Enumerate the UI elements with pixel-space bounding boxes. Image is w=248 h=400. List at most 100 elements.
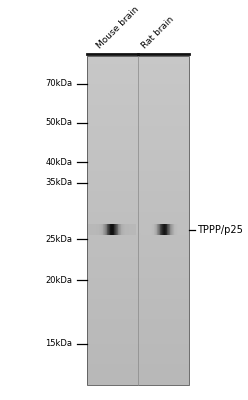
Bar <box>87 56 188 60</box>
Bar <box>99 224 100 235</box>
Bar <box>87 241 188 245</box>
Bar <box>114 224 115 235</box>
Bar <box>87 220 188 224</box>
Bar <box>87 323 188 327</box>
Bar <box>167 224 168 235</box>
Bar <box>141 224 142 235</box>
Bar <box>87 257 188 262</box>
Bar <box>185 224 186 235</box>
Text: 40kDa: 40kDa <box>45 158 72 167</box>
Bar <box>121 224 122 235</box>
Bar <box>152 224 153 235</box>
Bar <box>122 224 123 235</box>
Bar <box>134 224 135 235</box>
Bar <box>87 204 188 208</box>
Bar <box>145 224 146 235</box>
Bar <box>97 224 98 235</box>
Bar <box>167 224 168 235</box>
Bar <box>147 224 148 235</box>
Bar <box>87 192 188 196</box>
Bar <box>87 171 188 175</box>
Bar <box>125 224 126 235</box>
Bar <box>133 224 134 235</box>
Text: 70kDa: 70kDa <box>45 79 72 88</box>
Bar <box>90 224 91 235</box>
Bar <box>87 216 188 220</box>
Bar <box>87 167 188 171</box>
Bar <box>184 224 185 235</box>
Bar <box>181 224 182 235</box>
Bar <box>87 379 188 385</box>
Bar <box>87 327 188 332</box>
Bar <box>87 113 188 117</box>
Bar <box>146 224 147 235</box>
Bar <box>170 224 171 235</box>
Bar <box>153 224 154 235</box>
Bar <box>87 253 188 257</box>
Bar <box>131 224 132 235</box>
Bar <box>110 224 111 235</box>
Bar <box>87 88 188 93</box>
Bar <box>87 138 188 142</box>
Bar <box>129 224 130 235</box>
Bar <box>148 224 149 235</box>
Bar <box>87 163 188 167</box>
Bar <box>150 224 151 235</box>
Bar <box>87 224 188 228</box>
Bar <box>87 117 188 122</box>
Bar <box>87 158 188 163</box>
Bar <box>87 80 188 84</box>
Bar <box>171 224 172 235</box>
Bar <box>87 97 188 101</box>
Bar <box>154 224 155 235</box>
Text: TPPP/p25: TPPP/p25 <box>197 225 243 235</box>
Bar <box>87 109 188 113</box>
Bar <box>115 224 116 235</box>
Bar <box>87 60 188 64</box>
Bar <box>87 307 188 311</box>
Bar <box>161 224 162 235</box>
Bar <box>181 224 182 235</box>
Bar <box>87 212 188 216</box>
Bar <box>87 64 188 68</box>
Bar <box>87 200 188 204</box>
Bar <box>111 224 112 235</box>
Bar <box>166 224 167 235</box>
Bar <box>87 274 188 278</box>
Bar <box>87 336 188 340</box>
Bar <box>157 224 158 235</box>
Bar <box>87 377 188 381</box>
Bar <box>87 315 188 319</box>
Bar <box>103 224 104 235</box>
Text: Mouse brain: Mouse brain <box>95 4 140 50</box>
Bar <box>87 319 188 323</box>
Bar <box>87 76 188 80</box>
Bar <box>101 224 102 235</box>
Bar <box>87 278 188 282</box>
Bar <box>96 224 97 235</box>
Bar <box>87 286 188 290</box>
Bar <box>100 224 101 235</box>
Bar <box>155 224 156 235</box>
Bar <box>176 224 177 235</box>
Bar <box>92 224 93 235</box>
Bar <box>89 224 90 235</box>
Bar <box>114 224 115 235</box>
Bar <box>103 224 104 235</box>
Bar <box>87 101 188 105</box>
Bar <box>105 224 106 235</box>
Bar <box>87 262 188 266</box>
Bar <box>87 245 188 249</box>
Bar <box>120 224 121 235</box>
Bar <box>151 224 152 235</box>
Bar <box>127 224 128 235</box>
Bar <box>87 72 188 76</box>
Bar <box>165 224 166 235</box>
Bar <box>177 224 178 235</box>
Bar <box>135 224 136 235</box>
Bar <box>87 311 188 315</box>
Bar <box>174 224 175 235</box>
Bar <box>99 224 100 235</box>
Bar <box>173 224 174 235</box>
Bar <box>186 224 187 235</box>
